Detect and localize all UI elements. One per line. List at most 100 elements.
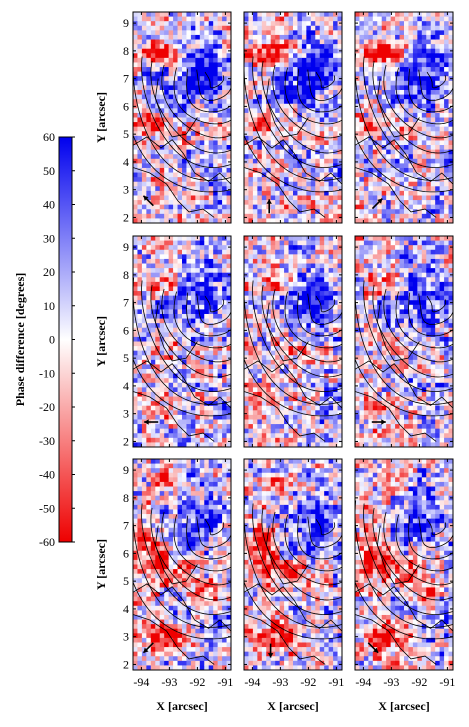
y-tick-label: 9 [123, 463, 129, 477]
contour-line [244, 583, 342, 632]
x-axis-label: X [arcsec] [378, 699, 429, 713]
contour-line [383, 511, 453, 586]
contour-line [133, 360, 231, 409]
panel-frame [132, 11, 232, 224]
x-tick-label: -92 [411, 675, 427, 689]
axis-labels: Y [arcsec] Y [arcsec] Y [arcsec] X [arcsec]… [94, 92, 430, 713]
colorbar-gradient [58, 136, 73, 543]
contour-line [133, 133, 231, 193]
phase-map-image [244, 236, 342, 447]
y-tick-label: 5 [123, 574, 129, 588]
contour-line [244, 357, 342, 417]
contour-line [244, 391, 326, 442]
colorbar-tick-label: 40 [43, 198, 55, 212]
panel-frame [132, 235, 232, 448]
contour-line [141, 56, 231, 168]
contour-line [284, 291, 342, 349]
colorbar: 60 50 40 30 20 10 0 -10 -20 -30 -40 -50 -60 Phase dif… [13, 130, 75, 549]
phase-map-panel [243, 235, 343, 448]
y-tick-label: 8 [123, 44, 129, 58]
contour-line [355, 360, 453, 409]
contour-line [244, 136, 342, 185]
y-tick-label: 2 [123, 434, 129, 448]
x-tick-label: -92 [189, 675, 205, 689]
contour-line [408, 515, 453, 560]
contour-line [376, 525, 420, 585]
contour-line [244, 500, 342, 628]
contour-line [265, 525, 309, 585]
contour-line [408, 68, 453, 113]
y-tick-label: 8 [123, 491, 129, 505]
phase-map-image [244, 459, 342, 670]
x-tick-label: -91 [439, 675, 455, 689]
y-tick-label: 7 [123, 296, 129, 310]
contour-line [133, 580, 231, 640]
phase-map-image [355, 12, 453, 223]
contour-line [272, 288, 342, 363]
panel-frame [243, 235, 343, 448]
y-axis-label: Y [arcsec] [94, 316, 108, 367]
x-tick-label: -94 [355, 675, 371, 689]
contour-line [284, 514, 342, 572]
contour-line [315, 518, 336, 536]
phase-map-image [244, 12, 342, 223]
contour-line [252, 280, 342, 392]
colorbar-label: Phase difference [degrees] [13, 273, 27, 407]
y-tick-label: 6 [123, 546, 129, 560]
contour-line [383, 288, 453, 363]
contour-line [252, 503, 342, 615]
contour-line [204, 518, 225, 536]
y-axis-label: Y [arcsec] [94, 539, 108, 590]
y-tick-label: 7 [123, 519, 129, 533]
contour-line [133, 167, 215, 218]
panel-frame [243, 11, 343, 224]
y-axis-label: Y [arcsec] [94, 92, 108, 143]
contour-line [355, 167, 437, 218]
x-axis-label: X [arcsec] [267, 699, 318, 713]
panel-frame [354, 235, 454, 448]
x-tick-label: -91 [217, 675, 233, 689]
y-tick-label: 4 [123, 155, 129, 169]
arrow-head [266, 199, 272, 204]
contour-line [133, 391, 215, 442]
panel-frame [354, 458, 454, 671]
contour-line [272, 511, 342, 586]
x-tick-label: -93 [383, 675, 399, 689]
y-tick-label: 2 [123, 210, 129, 224]
contour-line [141, 503, 231, 615]
arrow-head [143, 647, 149, 653]
phase-map-panel: 9 8 7 6 5 4 3 2 [123, 11, 232, 224]
contour-line [265, 78, 309, 138]
colorbar-tick-label: 30 [43, 231, 55, 245]
arrow-head [377, 198, 383, 204]
contour-line [133, 583, 231, 632]
contour-line [186, 292, 231, 337]
contour-line [355, 136, 453, 185]
phase-map-panel [354, 235, 454, 448]
contour-line [426, 518, 447, 536]
contour-line [297, 515, 342, 560]
contour-line [284, 67, 342, 125]
contour-line [244, 580, 342, 640]
colorbar-tick-label: -10 [39, 366, 55, 380]
phase-map-image [355, 459, 453, 670]
contour-line [133, 277, 231, 405]
y-tick-label: 2 [123, 657, 129, 671]
phase-map-panel [354, 11, 454, 224]
contour-line [244, 167, 326, 218]
contour-line [395, 514, 453, 572]
contour-line [355, 357, 453, 417]
contour-line [383, 64, 453, 139]
y-tick-label: 9 [123, 240, 129, 254]
contour-line [355, 391, 437, 442]
contour-line [426, 295, 447, 313]
contour-line [395, 291, 453, 349]
contour-line [161, 64, 231, 139]
contour-line [355, 580, 453, 640]
panel-frame [354, 11, 454, 224]
contour-line [355, 277, 453, 405]
contour-line [244, 133, 342, 193]
phase-map-panel [243, 11, 343, 224]
y-tick-label: 4 [123, 379, 129, 393]
